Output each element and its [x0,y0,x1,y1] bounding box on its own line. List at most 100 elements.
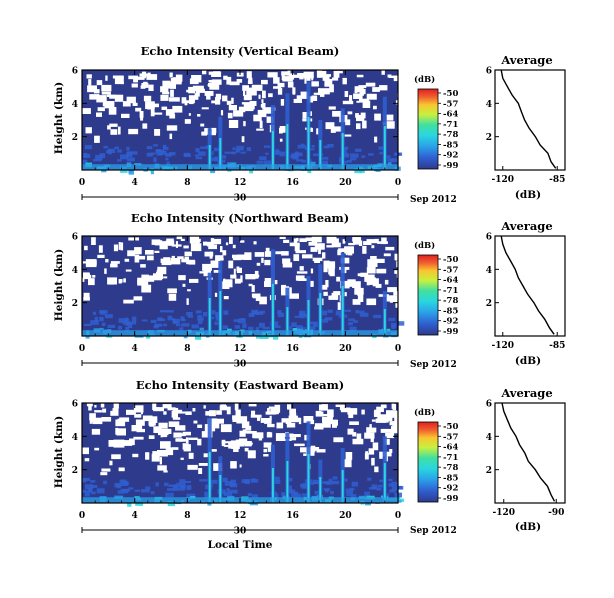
missing-data-cell [172,417,181,420]
avg-y-tick-label: 4 [486,266,492,276]
missing-data-cell [145,101,155,110]
missing-data-cell [235,409,241,417]
echo-cell [241,479,251,484]
missing-data-cell [302,254,313,259]
missing-data-cell [362,100,371,108]
missing-data-cell [375,283,382,288]
echo-cell [320,156,329,160]
missing-data-cell [197,424,203,428]
missing-data-cell [236,416,248,424]
avg-x-tick-label: -85 [549,341,565,351]
echo-cell [117,159,122,162]
missing-data-cell [209,82,220,90]
missing-data-cell [118,242,121,250]
avg-y-tick-label: 4 [486,100,492,110]
echo-cell [214,321,220,325]
echo-cell [325,489,329,493]
missing-data-cell [139,111,144,118]
echo-cell [251,311,259,315]
panel-0-heatmap [82,70,407,175]
missing-data-cell [201,431,213,438]
panel-0-avg-frame [494,69,566,171]
echo-cell [368,487,377,490]
missing-data-cell [360,112,366,119]
missing-data-cell [109,123,118,127]
missing-data-cell [265,247,270,254]
echo-cell [84,153,91,158]
missing-data-cell [151,112,163,115]
missing-data-cell [223,296,229,300]
panel-2-axes: 0 4 8 12 16 20 0 2 4 6 30 [72,400,401,537]
echo-cell [335,310,344,316]
echo-cell [391,481,398,487]
missing-data-cell [259,113,267,118]
missing-data-cell [85,273,90,279]
panel-2-avg-plot: 2 4 6 -120 -90 [486,400,565,519]
missing-data-cell [322,416,333,423]
echo-cell [281,492,285,496]
missing-data-cell [87,273,90,278]
echo-cell [229,489,238,494]
colorbar-label: -64 [443,110,458,120]
missing-data-cell [340,257,350,264]
echo-cell [92,311,97,315]
missing-data-cell [254,252,265,257]
echo-cell [119,479,127,483]
missing-data-cell [311,81,319,87]
missing-data-cell [342,239,346,244]
missing-data-cell [140,264,146,268]
echo-plume-core [307,300,310,336]
missing-data-cell [384,279,389,285]
missing-data-cell [287,404,292,410]
x-tick-label: 16 [286,344,299,354]
colorbar-label: -64 [443,443,458,453]
echo-cell [262,326,271,330]
missing-data-cell [104,268,107,274]
echo-cell [326,482,332,485]
echo-cell [224,151,234,154]
missing-data-cell [169,114,176,119]
missing-data-cell [395,410,406,416]
echo-cell [300,143,305,147]
missing-data-cell [368,93,373,97]
colorbar-label: -99 [443,327,458,337]
missing-data-cell [192,408,196,412]
x-tick-label: 20 [339,511,352,521]
echo-cell [172,486,178,491]
echo-plume-core [319,140,322,170]
missing-data-cell [288,293,299,299]
missing-data-cell [104,101,113,109]
missing-data-cell [313,92,319,95]
missing-data-cell [92,275,96,278]
echo-cell [210,157,218,161]
missing-data-cell [372,442,379,451]
missing-data-cell [377,415,381,419]
panel-2-avg-xlabel: (dB) [515,521,541,533]
missing-data-cell [338,111,342,117]
echo-cell [256,160,264,164]
echo-cell [273,325,281,328]
missing-data-cell [370,256,377,260]
panel-1-title: Echo Intensity (Northward Beam) [131,211,349,225]
echo-plume-core [208,452,211,503]
missing-data-cell [203,405,206,409]
echo-cell [371,484,378,490]
missing-data-cell [287,81,294,88]
avg-y-tick-label: 2 [486,466,492,476]
missing-data-cell [85,127,92,134]
missing-data-cell [342,77,347,85]
missing-data-cell [361,409,365,415]
avg-y-tick-label: 4 [486,433,492,443]
panel-1: Echo Intensity (Northward Beam) Height (… [53,211,566,370]
panel-2-avg-title: Average [500,386,552,400]
missing-data-cell [310,268,314,274]
missing-data-cell [220,246,223,253]
echo-cell [172,319,176,322]
missing-data-cell [160,441,171,449]
missing-data-cell [188,95,196,101]
missing-data-cell [221,441,233,444]
missing-data-cell [337,302,342,310]
echo-cell [167,488,175,491]
echo-cell [238,318,246,324]
missing-data-cell [171,411,178,418]
